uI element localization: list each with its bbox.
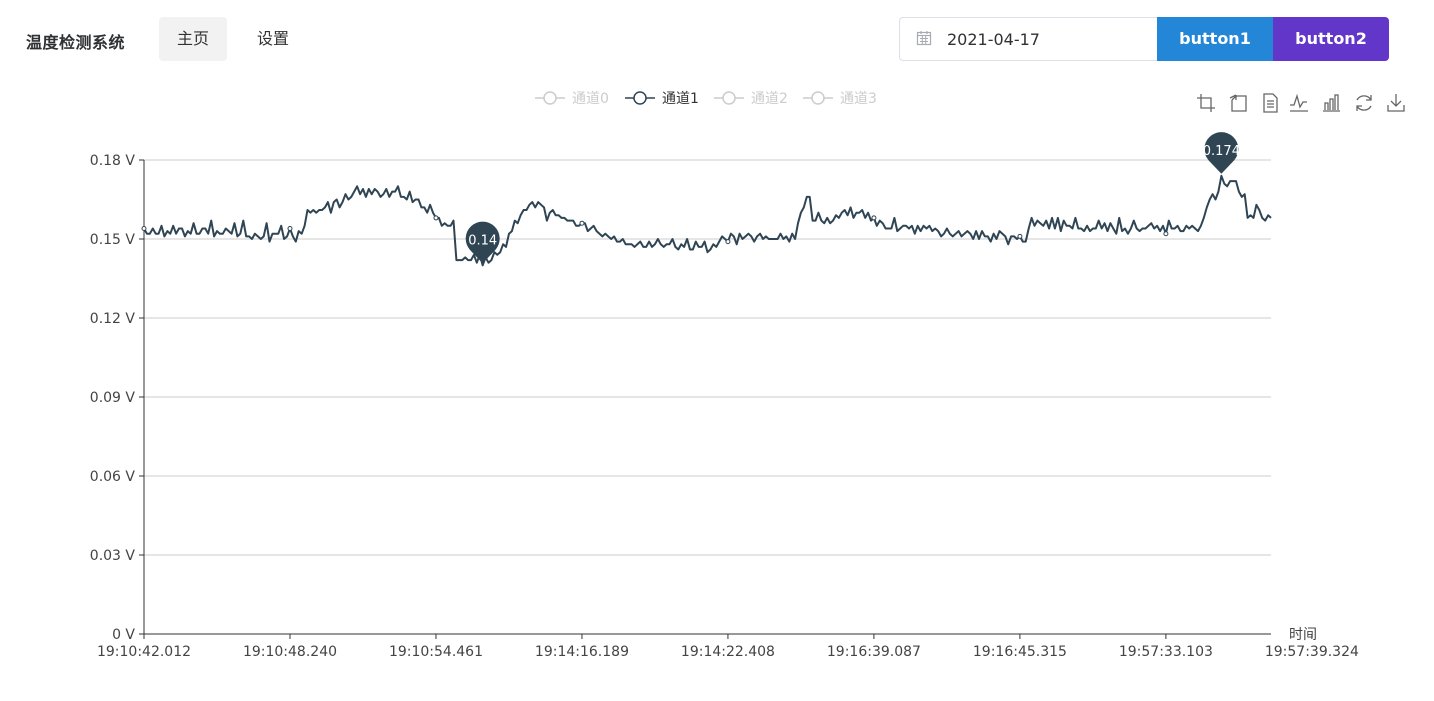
date-picker[interactable]: 2021-04-17 <box>899 17 1159 61</box>
series-line <box>143 174 1272 267</box>
data-view-icon[interactable] <box>1263 93 1278 113</box>
data-point <box>1017 233 1023 239</box>
chart-annotations: 0.14 0.174 <box>465 132 1240 264</box>
date-value: 2021-04-17 <box>947 30 1040 49</box>
y-tick-label: 0.18 V <box>90 153 136 169</box>
zoom-icon[interactable] <box>1197 94 1215 112</box>
y-tick-label: 0 V <box>112 627 135 643</box>
legend-label: 通道2 <box>751 91 788 107</box>
legend-item[interactable]: 通道2 <box>714 91 788 107</box>
line-chart-icon[interactable] <box>1290 93 1308 112</box>
x-tick-label: 19:10:54.461 <box>389 644 483 660</box>
data-point <box>1163 231 1169 237</box>
legend-circle-icon <box>543 91 557 105</box>
x-tick-label: 19:57:39.324 <box>1265 644 1359 660</box>
data-point <box>433 215 439 221</box>
data-point <box>725 239 731 245</box>
chart-toolbox <box>1197 93 1405 113</box>
y-tick-label: 0.03 V <box>90 548 136 564</box>
pin-shape <box>465 221 500 264</box>
legend-label: 通道3 <box>840 91 877 107</box>
line-chart: 通道0 通道1 通道2 通道3 0 V 0.03 V 0.06 V 0.09 V 0.12 V… <box>90 91 1405 660</box>
nav-tab-home[interactable]: 主页 <box>159 17 227 61</box>
marker-pin-max: 0.174 <box>1203 132 1240 174</box>
zoom-reset-icon[interactable] <box>1229 94 1247 112</box>
button2[interactable]: button2 <box>1273 17 1389 61</box>
pin-shape <box>1204 132 1239 174</box>
y-tick-label: 0.12 V <box>90 311 136 327</box>
app-title: 温度检测系统 <box>26 33 126 52</box>
legend-circle-icon <box>633 91 647 105</box>
chart-legend: 通道0 通道1 通道2 通道3 <box>535 91 877 107</box>
restore-icon[interactable] <box>1356 95 1372 111</box>
legend-item[interactable]: 通道0 <box>535 91 609 107</box>
y-tick-label: 0.09 V <box>90 390 136 406</box>
legend-item[interactable]: 通道3 <box>803 91 877 107</box>
x-tick-label: 19:57:33.103 <box>1119 644 1213 660</box>
nav-tab-settings[interactable]: 设置 <box>256 29 289 48</box>
x-tick-label: 19:16:39.087 <box>827 644 921 660</box>
data-point <box>579 220 585 226</box>
legend-circle-icon <box>811 91 825 105</box>
y-tick-label: 0.06 V <box>90 469 136 485</box>
calendar-icon <box>916 31 932 46</box>
x-tick-label: 19:14:22.408 <box>681 644 775 660</box>
chart-grid <box>144 159 1271 556</box>
button1[interactable]: button1 <box>1157 17 1273 61</box>
app-header: 温度检测系统 主页 设置 2021-04-17 button1 button2 <box>0 0 1434 78</box>
legend-circle-icon <box>722 91 736 105</box>
legend-label: 通道0 <box>572 91 609 107</box>
legend-item[interactable]: 通道1 <box>625 91 699 107</box>
x-axis-title: 时间 <box>1289 627 1317 643</box>
x-tick-label: 19:16:45.315 <box>973 644 1067 660</box>
x-tick-label: 19:10:42.012 <box>97 644 191 660</box>
legend-label: 通道1 <box>662 91 699 107</box>
data-point <box>287 225 293 231</box>
marker-pin-min: 0.14 <box>465 221 500 264</box>
chart-series <box>141 174 1272 267</box>
download-icon[interactable] <box>1387 94 1405 112</box>
x-axis: 19:10:42.012 19:10:48.240 19:10:54.461 19:1… <box>97 627 1359 660</box>
bar-chart-icon[interactable] <box>1323 94 1340 112</box>
y-tick-label: 0.15 V <box>90 232 136 248</box>
y-axis: 0 V 0.03 V 0.06 V 0.09 V 0.12 V 0.15 V 0.18 V <box>90 153 145 643</box>
pin-label: 0.14 <box>468 233 497 248</box>
x-tick-label: 19:14:16.189 <box>535 644 629 660</box>
data-point <box>141 225 147 231</box>
pin-label: 0.174 <box>1203 144 1240 159</box>
x-tick-label: 19:10:48.240 <box>243 644 337 660</box>
data-point <box>871 215 877 221</box>
